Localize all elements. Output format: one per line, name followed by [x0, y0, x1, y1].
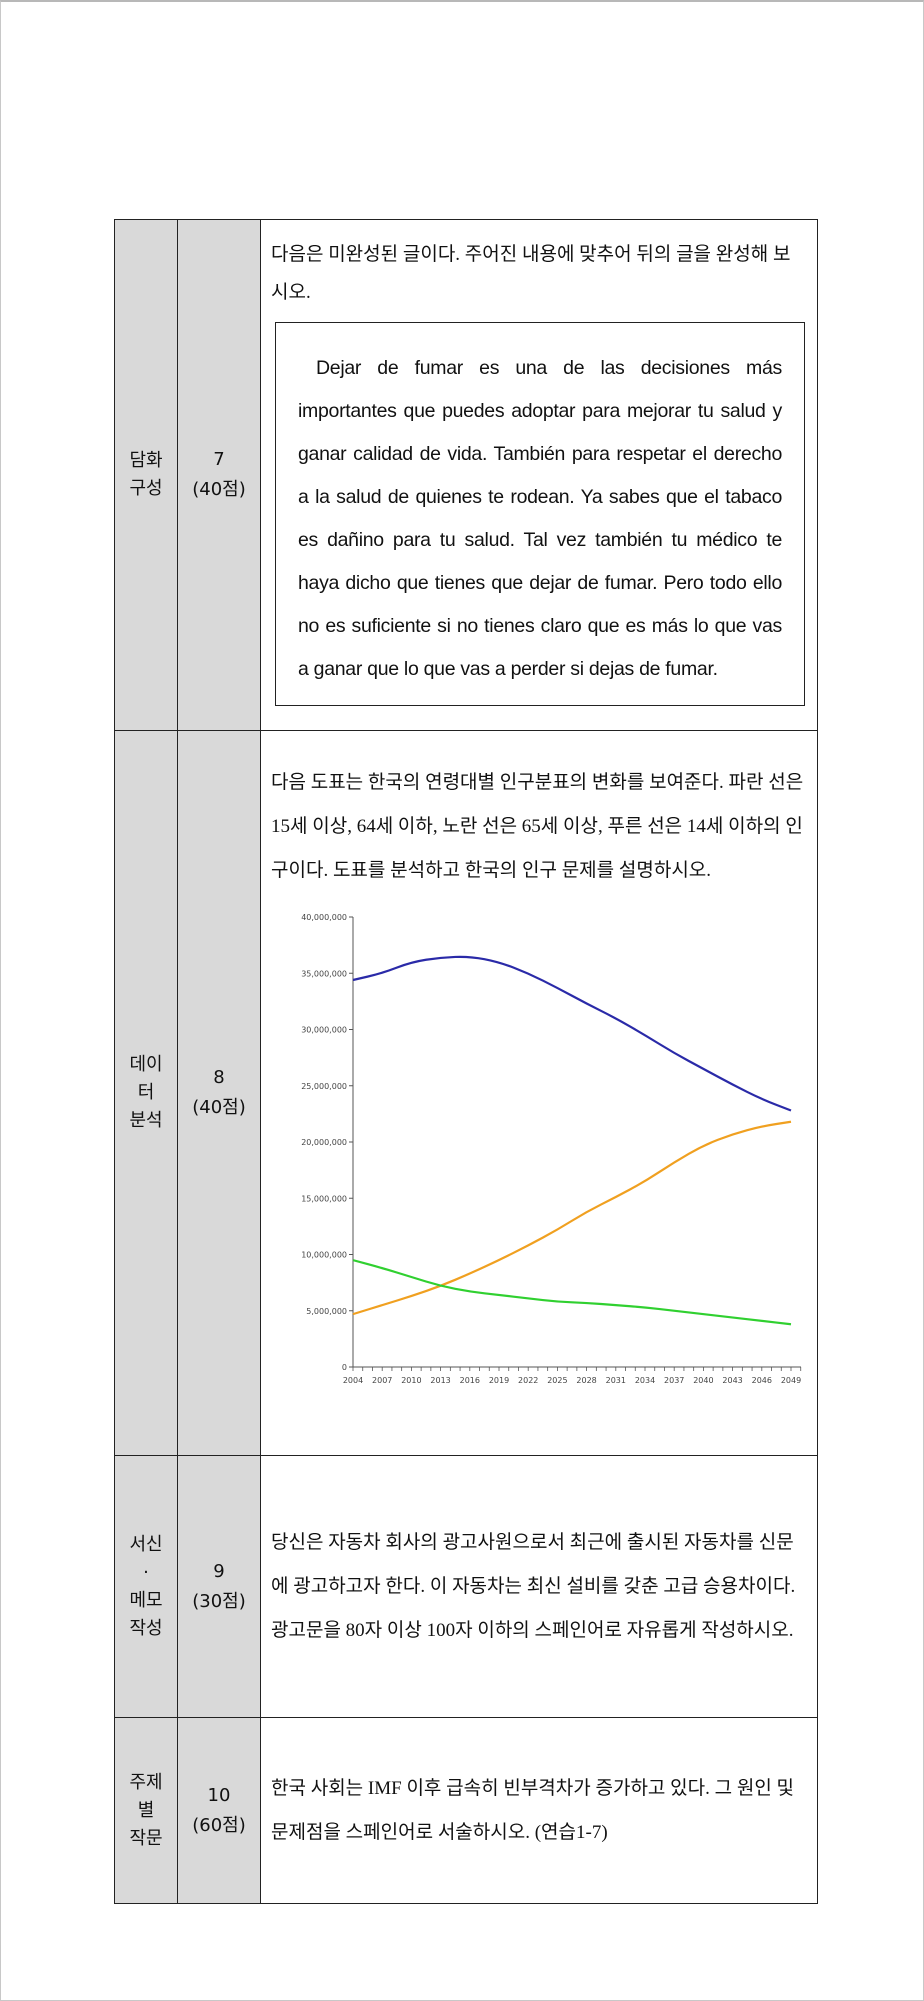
y-tick-label: 40,000,000 — [301, 913, 347, 922]
category-cell: 주제 별 작문 — [115, 1718, 178, 1904]
category-label: 별 — [116, 1797, 176, 1825]
series-line-1 — [353, 1122, 791, 1314]
question-content: 다음은 미완성된 글이다. 주어진 내용에 맞추어 뒤의 글을 완성해 보시오.… — [261, 220, 818, 731]
question-number: 10 — [179, 1781, 259, 1811]
spanish-passage: Dejar de fumar es una de las decisiones … — [275, 322, 805, 706]
x-tick-label: 2034 — [635, 1376, 655, 1385]
y-tick-label: 0 — [342, 1363, 347, 1372]
question-instruction: 한국 사회는 IMF 이후 급속히 빈부격차가 증가하고 있다. 그 원인 및 … — [271, 1767, 807, 1855]
series-line-0 — [353, 957, 791, 1111]
number-cell: 10 (60점) — [178, 1718, 261, 1904]
x-tick-label: 2049 — [781, 1376, 801, 1385]
number-cell: 9 (30점) — [178, 1456, 261, 1718]
x-tick-label: 2028 — [576, 1376, 596, 1385]
question-number: 9 — [179, 1557, 259, 1587]
y-tick-label: 20,000,000 — [301, 1138, 347, 1147]
question-content: 당신은 자동차 회사의 광고사원으로서 최근에 출시된 자동차를 신문에 광고하… — [261, 1456, 818, 1718]
x-tick-label: 2031 — [606, 1376, 626, 1385]
question-content: 한국 사회는 IMF 이후 급속히 빈부격차가 증가하고 있다. 그 원인 및 … — [261, 1718, 818, 1904]
question-row-10: 주제 별 작문 10 (60점) 한국 사회는 IMF 이후 급속히 빈부격차가… — [115, 1718, 818, 1904]
y-tick-label: 35,000,000 — [301, 969, 347, 978]
question-row-8: 데이 터 분석 8 (40점) 다음 도표는 한국의 연령대별 인구분표의 변화… — [115, 731, 818, 1456]
question-row-9: 서신 · 메모 작성 9 (30점) 당신은 자동차 회사의 광고사원으로서 최… — [115, 1456, 818, 1718]
x-tick-label: 2022 — [518, 1376, 538, 1385]
question-points: (40점) — [179, 1093, 259, 1123]
x-tick-label: 2016 — [460, 1376, 480, 1385]
x-tick-label: 2037 — [664, 1376, 684, 1385]
category-label: 작성 — [116, 1615, 176, 1643]
category-label: 터 — [116, 1079, 176, 1107]
number-cell: 8 (40점) — [178, 731, 261, 1456]
x-tick-label: 2013 — [430, 1376, 450, 1385]
number-cell: 7 (40점) — [178, 220, 261, 731]
x-tick-label: 2007 — [372, 1376, 392, 1385]
exam-table: 담화 구성 7 (40점) 다음은 미완성된 글이다. 주어진 내용에 맞추어 … — [114, 219, 818, 1904]
x-tick-label: 2040 — [693, 1376, 713, 1385]
y-tick-label: 10,000,000 — [301, 1251, 347, 1260]
question-content: 다음 도표는 한국의 연령대별 인구분표의 변화를 보여준다. 파란 선은 15… — [261, 731, 818, 1456]
x-tick-label: 2010 — [401, 1376, 421, 1385]
category-cell: 담화 구성 — [115, 220, 178, 731]
question-number: 8 — [179, 1063, 259, 1093]
y-tick-label: 30,000,000 — [301, 1026, 347, 1035]
question-number: 7 — [179, 445, 259, 475]
category-cell: 데이 터 분석 — [115, 731, 178, 1456]
population-chart: 0 5,000,000 10,000,000 15,000,000 20,000,000… — [271, 905, 811, 1395]
question-instruction: 당신은 자동차 회사의 광고사원으로서 최근에 출시된 자동차를 신문에 광고하… — [271, 1521, 807, 1609]
category-label: 분석 — [116, 1107, 176, 1135]
x-tick-label: 2043 — [722, 1376, 742, 1385]
category-label: 작문 — [116, 1825, 176, 1853]
passage-text: Dejar de fumar es una de las decisiones … — [298, 357, 782, 680]
question-row-7: 담화 구성 7 (40점) 다음은 미완성된 글이다. 주어진 내용에 맞추어 … — [115, 220, 818, 731]
category-label: 서신 — [116, 1531, 176, 1559]
y-tick-label: 25,000,000 — [301, 1082, 347, 1091]
category-label: 담화 — [116, 447, 176, 475]
question-points: (40점) — [179, 475, 259, 505]
population-line-chart: 0 5,000,000 10,000,000 15,000,000 20,000,000… — [271, 905, 811, 1395]
y-tick-label: 5,000,000 — [306, 1307, 347, 1316]
x-tick-label: 2046 — [752, 1376, 772, 1385]
x-tick-label: 2019 — [489, 1376, 509, 1385]
y-tick-label: 15,000,000 — [301, 1194, 347, 1203]
question-instruction: 다음은 미완성된 글이다. 주어진 내용에 맞추어 뒤의 글을 완성해 보시오. — [271, 236, 807, 312]
series-line-2 — [353, 1260, 791, 1324]
category-label: 구성 — [116, 475, 176, 503]
category-cell: 서신 · 메모 작성 — [115, 1456, 178, 1718]
x-tick-label: 2004 — [343, 1376, 363, 1385]
question-instruction: 다음 도표는 한국의 연령대별 인구분표의 변화를 보여준다. 파란 선은 15… — [271, 761, 807, 893]
category-label: 데이 — [116, 1051, 176, 1079]
question-points: (30점) — [179, 1587, 259, 1617]
question-instruction: 광고문을 80자 이상 100자 이하의 스페인어로 자유롭게 작성하시오. — [271, 1609, 807, 1653]
category-label: · — [116, 1559, 176, 1587]
x-tick-label: 2025 — [547, 1376, 567, 1385]
question-points: (60점) — [179, 1811, 259, 1841]
category-label: 메모 — [116, 1587, 176, 1615]
category-label: 주제 — [116, 1769, 176, 1797]
